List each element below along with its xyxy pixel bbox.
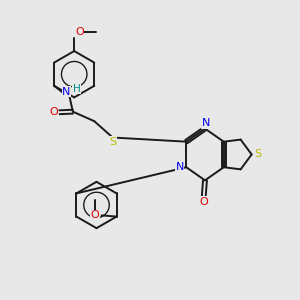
Text: O: O — [49, 107, 58, 117]
Text: N: N — [201, 118, 210, 128]
Text: O: O — [75, 27, 84, 37]
Text: N: N — [176, 162, 184, 172]
Text: S: S — [255, 149, 262, 160]
Text: O: O — [200, 197, 208, 207]
Text: S: S — [109, 137, 116, 147]
Text: O: O — [91, 210, 100, 220]
Text: N: N — [62, 87, 70, 97]
Text: H: H — [73, 84, 81, 94]
